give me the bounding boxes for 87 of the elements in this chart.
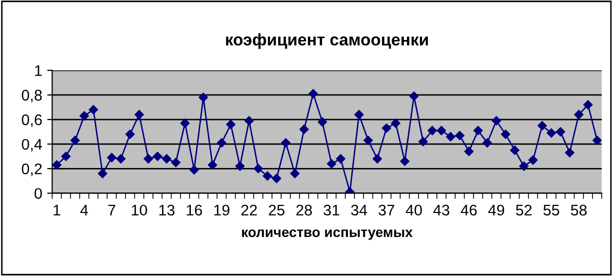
point [226, 120, 236, 130]
x-tick-label: 55 [543, 204, 560, 216]
chart-title: коэфициент самооценки [226, 33, 428, 49]
point [538, 121, 547, 130]
x-tick-label: 7 [108, 204, 116, 216]
x-tick-label: 37 [378, 204, 394, 216]
point [391, 118, 400, 128]
point [455, 130, 464, 140]
point [134, 110, 144, 120]
point [180, 118, 190, 128]
point [500, 130, 510, 139]
point [428, 126, 437, 136]
point [318, 117, 327, 127]
point [546, 128, 556, 138]
x-tick-label: 46 [460, 204, 477, 216]
point [262, 171, 272, 181]
x-tick-label: 25 [268, 204, 284, 216]
x-tick-label: 16 [186, 204, 202, 216]
point [125, 130, 135, 139]
x-tick-label: 10 [132, 204, 148, 216]
point [418, 136, 428, 146]
point [446, 132, 456, 142]
point [190, 165, 199, 174]
point [482, 138, 492, 148]
point [198, 92, 208, 102]
x-tick-label: 4 [80, 204, 88, 216]
point [107, 152, 116, 162]
point [52, 160, 62, 170]
x-tick-label: 1 [54, 204, 60, 216]
point [217, 138, 226, 148]
point [583, 100, 593, 110]
point [574, 110, 584, 120]
point [382, 123, 392, 133]
x-tick-label: 34 [351, 204, 368, 216]
point [400, 156, 410, 166]
y-tick-label: 0 [34, 188, 42, 199]
point [326, 159, 336, 168]
point [80, 111, 89, 120]
y-tick-label: 1 [35, 65, 42, 76]
point [308, 89, 318, 98]
point [244, 116, 254, 126]
x-tick-label: 13 [159, 204, 174, 216]
point [235, 162, 245, 171]
x-tick-label: 28 [296, 204, 312, 216]
point [208, 160, 218, 170]
x-tick-label: 19 [214, 204, 230, 216]
point [556, 127, 566, 136]
y-tick-label: 0,4 [22, 138, 42, 152]
point [436, 126, 446, 136]
point [116, 154, 126, 164]
point [464, 146, 474, 156]
x-tick-label: 49 [488, 204, 504, 216]
point [409, 92, 419, 101]
point [272, 174, 282, 184]
point [528, 155, 538, 165]
point [372, 154, 382, 164]
x-tick-label: 31 [324, 204, 340, 216]
point [519, 162, 528, 171]
x-axis-title: количество испытуемых [242, 229, 413, 240]
point [299, 124, 309, 134]
point [144, 154, 153, 164]
x-tick-label: 58 [570, 204, 587, 216]
point [364, 136, 373, 146]
point [254, 164, 263, 174]
y-tick-label: 0,2 [22, 164, 42, 176]
point [98, 168, 108, 178]
point [88, 105, 98, 114]
point [492, 116, 502, 126]
point [473, 126, 483, 136]
y-tick-label: 0,6 [22, 114, 42, 127]
point [171, 158, 180, 168]
point [336, 154, 346, 164]
point [70, 136, 80, 146]
x-tick-label: 52 [516, 204, 532, 216]
point [592, 136, 602, 146]
point [354, 110, 364, 120]
x-tick-label: 43 [433, 204, 450, 216]
point [162, 154, 172, 164]
x-tick-label: 40 [406, 204, 422, 216]
point [281, 138, 290, 148]
point [152, 152, 162, 161]
point [61, 152, 71, 161]
point [510, 146, 520, 155]
x-tick-label: 22 [241, 204, 257, 216]
y-tick-label: 0,8 [22, 90, 42, 102]
point [565, 148, 574, 158]
point [290, 168, 300, 178]
